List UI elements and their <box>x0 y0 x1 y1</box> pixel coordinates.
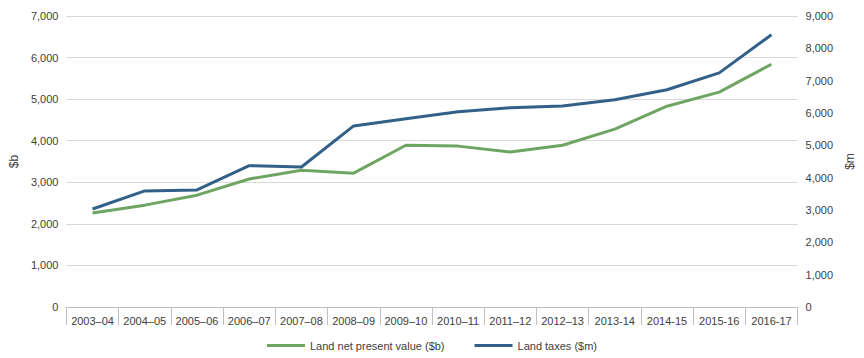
svg-text:4,000: 4,000 <box>806 172 834 184</box>
svg-text:3,000: 3,000 <box>806 204 834 216</box>
svg-text:1,000: 1,000 <box>806 269 834 281</box>
svg-text:7,000: 7,000 <box>31 10 59 22</box>
svg-text:2009–10: 2009–10 <box>384 315 427 327</box>
svg-text:9,000: 9,000 <box>806 10 834 22</box>
svg-text:2,000: 2,000 <box>806 236 834 248</box>
svg-text:2003–04: 2003–04 <box>71 315 114 327</box>
svg-text:2005–06: 2005–06 <box>176 315 219 327</box>
svg-text:2014-15: 2014-15 <box>647 315 687 327</box>
svg-text:2008–09: 2008–09 <box>332 315 375 327</box>
svg-text:6,000: 6,000 <box>31 52 59 64</box>
svg-text:6,000: 6,000 <box>806 107 834 119</box>
svg-text:2013-14: 2013-14 <box>595 315 635 327</box>
svg-text:5,000: 5,000 <box>31 93 59 105</box>
svg-text:2011–12: 2011–12 <box>489 315 531 327</box>
svg-text:2016-17: 2016-17 <box>751 315 791 327</box>
svg-text:2010–11: 2010–11 <box>437 315 479 327</box>
svg-text:0: 0 <box>52 301 58 313</box>
svg-text:3,000: 3,000 <box>31 176 59 188</box>
svg-text:$m: $m <box>843 153 857 170</box>
svg-text:4,000: 4,000 <box>31 135 59 147</box>
svg-text:7,000: 7,000 <box>806 75 834 87</box>
svg-text:1,000: 1,000 <box>31 259 59 271</box>
svg-text:$b: $b <box>7 155 21 169</box>
svg-text:8,000: 8,000 <box>806 42 834 54</box>
svg-text:5,000: 5,000 <box>806 139 834 151</box>
svg-text:Land taxes ($m): Land taxes ($m) <box>518 340 597 352</box>
svg-text:2015-16: 2015-16 <box>699 315 739 327</box>
svg-text:Land net present value ($b): Land net present value ($b) <box>310 340 445 352</box>
svg-text:0: 0 <box>806 301 812 313</box>
svg-text:2006–07: 2006–07 <box>228 315 271 327</box>
svg-text:2007–08: 2007–08 <box>280 315 323 327</box>
svg-text:2012–13: 2012–13 <box>541 315 584 327</box>
svg-text:2,000: 2,000 <box>31 218 59 230</box>
svg-text:2004–05: 2004–05 <box>123 315 166 327</box>
